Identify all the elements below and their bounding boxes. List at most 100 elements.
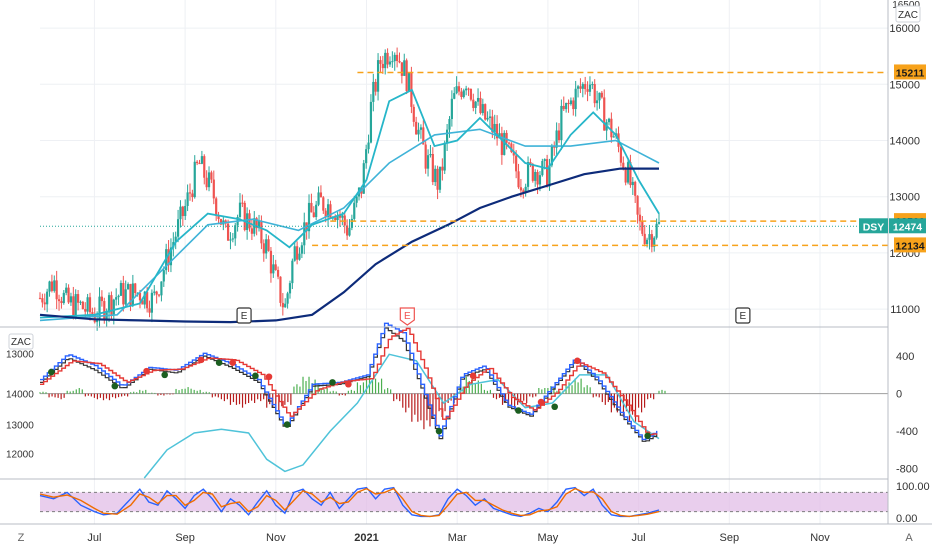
time-axis-tick-Nov: Nov	[810, 532, 830, 544]
level-badge-box	[894, 64, 926, 80]
level-badge-box	[894, 237, 926, 253]
candle	[265, 233, 268, 259]
candle-body	[155, 291, 158, 295]
candle-body	[207, 172, 211, 188]
candle	[181, 205, 184, 226]
candle	[207, 166, 211, 192]
candle	[569, 97, 573, 106]
candle	[367, 134, 370, 154]
candle-body	[110, 295, 113, 315]
candle	[576, 84, 580, 98]
stochastic-panel[interactable]	[39, 486, 888, 518]
candle-body	[146, 291, 149, 309]
earnings-marker-2[interactable]: E	[735, 307, 751, 324]
auto-scale-button[interactable]: A	[905, 532, 913, 544]
candle-body	[103, 301, 106, 321]
candle-body	[362, 163, 365, 194]
candle	[372, 73, 375, 112]
candle	[38, 292, 42, 300]
candle	[150, 289, 153, 323]
candle	[574, 80, 577, 117]
candle-body	[300, 245, 303, 254]
candle	[653, 236, 656, 252]
candle	[650, 229, 653, 253]
candle	[638, 207, 642, 231]
earnings-marker-shape	[735, 307, 751, 324]
candle	[215, 196, 218, 221]
candle	[300, 242, 303, 259]
candle	[107, 292, 111, 323]
candle-body	[562, 105, 565, 110]
macd-cross-dot-green	[111, 382, 119, 390]
candle	[465, 85, 468, 96]
time-axis[interactable]: Jul Sep Nov 2021 Mar May Jul Sep Nov	[87, 532, 830, 544]
candle	[565, 102, 568, 113]
candle-body	[619, 146, 623, 163]
candle-body	[286, 293, 289, 304]
candle	[79, 300, 82, 306]
auto-scale-button-label: A	[905, 532, 913, 544]
candle	[319, 185, 323, 198]
candle-body	[484, 104, 487, 120]
candle	[555, 122, 558, 155]
candle	[365, 144, 368, 169]
candle	[436, 165, 439, 200]
candle-body	[38, 297, 42, 299]
candle-body	[229, 239, 232, 241]
candle-body	[67, 287, 70, 303]
candle	[69, 292, 73, 306]
candle-body	[548, 165, 551, 187]
candle-body	[293, 246, 296, 261]
candle-body	[448, 119, 451, 130]
earnings-marker-1[interactable]: E	[399, 307, 415, 326]
right-price-axis[interactable]: 1100012000130001400015000160001650015211…	[859, 0, 930, 525]
candle	[434, 165, 437, 187]
time-axis-tick-2021: 2021	[354, 532, 378, 544]
candle-body	[519, 187, 523, 191]
candle	[119, 280, 123, 297]
candle	[276, 266, 280, 280]
candle-body	[88, 297, 92, 313]
candle	[86, 293, 89, 317]
candle-body	[117, 295, 120, 298]
zoom-button[interactable]: Z	[18, 532, 25, 544]
candle	[610, 112, 613, 143]
candle	[429, 144, 432, 158]
price-axis-tick: 15000	[889, 79, 920, 91]
candle	[262, 239, 265, 262]
stochastic-axis-tick: 0.00	[896, 513, 917, 525]
candle-body	[193, 161, 196, 198]
candle	[572, 97, 575, 116]
candle	[384, 49, 387, 75]
candle-body	[86, 297, 89, 312]
candle-body	[434, 168, 437, 183]
ma-slow-line	[39, 167, 659, 324]
macd-axis-tick: 0	[896, 389, 902, 401]
candle-body	[626, 162, 630, 183]
moving-averages	[39, 88, 888, 324]
candle-body	[391, 61, 394, 63]
earnings-marker-0[interactable]: E	[236, 307, 252, 324]
candle-body	[500, 133, 503, 155]
candle	[155, 290, 158, 304]
candle	[376, 53, 380, 101]
candle	[657, 212, 661, 225]
candle	[431, 147, 434, 186]
macd-cross-dot-green	[48, 368, 55, 376]
candle	[562, 96, 565, 111]
candle	[500, 126, 503, 165]
candle-body	[307, 202, 311, 232]
macd-signal-cyan-line	[143, 353, 660, 479]
candle-body	[469, 88, 473, 100]
candle-body	[322, 197, 325, 211]
candle	[588, 76, 592, 97]
candle-body	[150, 292, 153, 313]
macd-panel[interactable]: 13000 14000 13000 12000	[6, 322, 888, 479]
candle	[122, 275, 125, 312]
candle	[595, 90, 599, 111]
candle-body	[353, 202, 356, 219]
candle-body	[84, 309, 87, 312]
candle	[391, 51, 394, 68]
